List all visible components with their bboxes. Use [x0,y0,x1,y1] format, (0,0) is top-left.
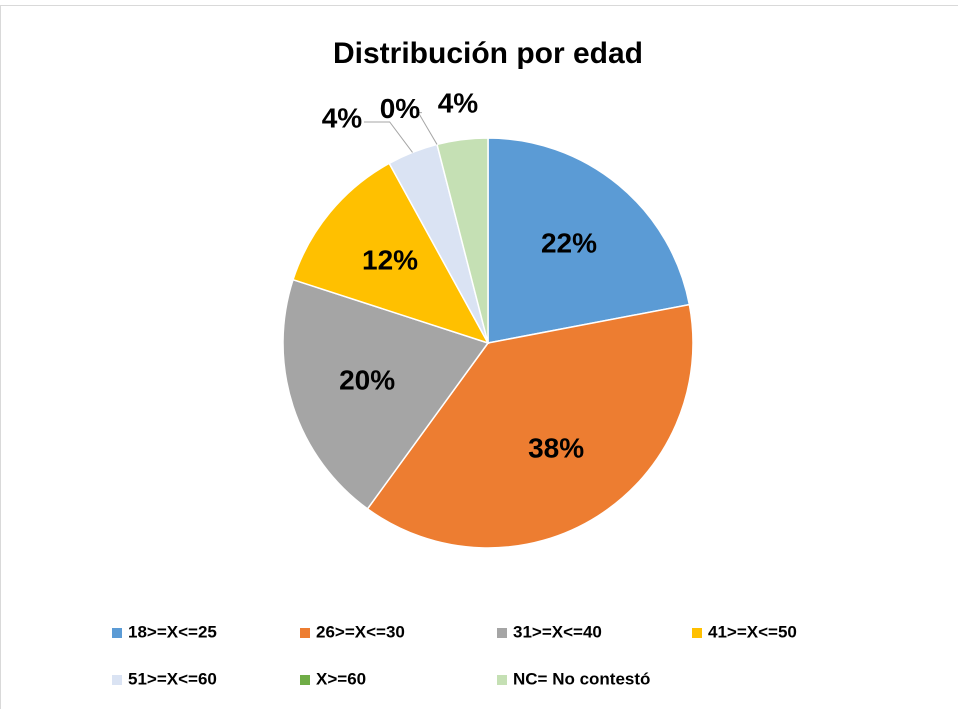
legend-label: 18>=X<=25 [128,622,217,641]
pie-slice [487,137,691,344]
pie-slice [366,303,694,549]
legend-label: 41>=X<=50 [708,622,797,641]
data-label: 4% [322,102,363,133]
pie-slice [282,278,490,510]
legend-swatch [112,628,122,638]
legend-swatch [692,628,702,638]
legend-label: NC= No contestó [513,669,650,688]
legend-swatch [497,675,507,685]
data-label: 22% [541,227,597,258]
leader-line [363,121,413,153]
data-label: 20% [339,365,395,396]
data-label: 12% [362,244,418,275]
legend-swatch [497,628,507,638]
legend-swatch [300,628,310,638]
data-label: 0% [380,93,421,124]
legend-label: 51>=X<=60 [128,669,217,688]
leader-line [417,112,438,145]
legend-label: X>=60 [316,669,366,688]
legend-label: 31>=X<=40 [513,622,602,641]
data-label: 38% [528,433,584,464]
data-label: 4% [438,87,479,118]
pie-slice [292,162,490,345]
legend-swatch [112,675,122,685]
chart-title: Distribución por edad [333,37,643,70]
legend-label: 26>=X<=30 [316,622,405,641]
legend-swatch [300,675,310,685]
pie-slice [436,137,489,344]
